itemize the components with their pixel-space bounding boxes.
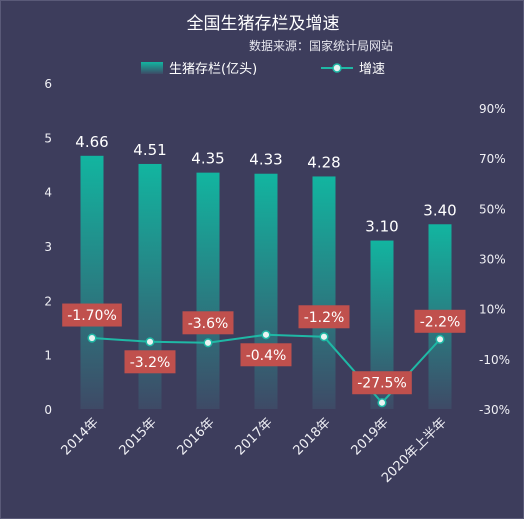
y-right-tick: -30%	[479, 403, 510, 417]
bar-value-label: 4.33	[249, 151, 282, 169]
growth-point	[145, 337, 155, 347]
y-axis-right: -30% -10% 10% 30% 50% 70% 90%	[479, 102, 510, 417]
growth-point	[261, 330, 271, 340]
bar-value-label: 4.35	[191, 150, 224, 168]
legend: 生猪存栏(亿头) 增速	[141, 62, 385, 77]
growth-label-text: -1.70%	[67, 308, 117, 324]
bar	[138, 163, 162, 409]
y-left-tick: 0	[44, 403, 52, 417]
growth-label-box	[414, 309, 466, 333]
x-tick-label: 2019年	[349, 415, 392, 458]
x-tick-label: 2017年	[233, 415, 276, 458]
legend-bar-label: 生猪存栏(亿头)	[169, 62, 257, 77]
bar-value-label: 4.28	[307, 153, 340, 171]
growth-label-box	[124, 350, 176, 374]
growth-label-text: -3.6%	[188, 316, 229, 332]
y-right-tick: 70%	[479, 152, 506, 166]
growth-label-box	[182, 311, 234, 335]
x-tick-label: 2015年	[117, 415, 160, 458]
growth-label-text: -0.4%	[246, 348, 287, 364]
growth-label-text: -1.2%	[304, 310, 345, 326]
bar-value-label: 4.51	[133, 141, 166, 159]
growth-label: -1.2%	[298, 305, 350, 329]
growth-label-box	[298, 305, 350, 329]
growth-label: -2.2%	[414, 309, 466, 333]
y-left-tick: 6	[44, 77, 52, 91]
y-right-tick: 10%	[479, 303, 506, 317]
bar-value-label: 3.10	[365, 218, 398, 236]
growth-label: -3.6%	[182, 311, 234, 335]
growth-label: -27.5%	[352, 371, 412, 395]
chart-subtitle: 数据来源：国家统计局网站	[249, 38, 393, 53]
bar	[370, 240, 394, 409]
growth-label: -0.4%	[240, 343, 292, 367]
y-axis-left: 0 1 2 3 4 5 6	[44, 77, 52, 417]
growth-label-box	[240, 343, 292, 367]
y-right-tick: 50%	[479, 202, 506, 216]
growth-label-box	[62, 303, 122, 327]
bar	[254, 173, 278, 409]
bar	[80, 155, 104, 409]
growth-point	[319, 332, 329, 342]
chart-title: 全国生猪存栏及增速	[187, 14, 340, 34]
growth-label-box	[352, 371, 412, 395]
bar-labels-layer: 4.66 4.51 4.35 4.33 4.28 3.10 3.40	[75, 133, 456, 236]
growth-labels-layer: -1.70% -3.2% -3.6% -0.4% -1.2% -27.5% -2.2%	[62, 303, 466, 395]
y-left-tick: 3	[44, 240, 52, 254]
y-right-tick: 30%	[479, 253, 506, 267]
growth-point	[203, 338, 213, 348]
bar-value-label: 3.40	[423, 201, 456, 219]
bar	[312, 176, 336, 409]
x-tick-label: 2018年	[291, 415, 334, 458]
growth-label: -1.70%	[62, 303, 122, 327]
growth-point	[87, 333, 97, 343]
growth-point	[435, 334, 445, 344]
growth-label: -3.2%	[124, 350, 176, 374]
x-tick-label: 2014年	[59, 415, 102, 458]
legend-bar-swatch	[141, 62, 163, 74]
y-left-tick: 1	[44, 349, 52, 363]
growth-label-text: -27.5%	[357, 376, 407, 392]
x-tick-label: 2016年	[175, 415, 218, 458]
growth-label-text: -3.2%	[130, 355, 171, 371]
bar	[196, 172, 220, 409]
growth-label-text: -2.2%	[420, 314, 461, 330]
legend-line-marker	[332, 63, 342, 73]
bar-value-label: 4.66	[75, 133, 108, 151]
y-right-tick: -10%	[479, 353, 510, 367]
y-right-tick: 90%	[479, 102, 506, 116]
growth-line-layer	[87, 330, 445, 408]
y-left-tick: 4	[44, 186, 52, 200]
y-left-tick: 5	[44, 131, 52, 145]
growth-point	[377, 398, 387, 408]
legend-line-label: 增速	[359, 62, 385, 77]
y-left-tick: 2	[44, 294, 52, 308]
